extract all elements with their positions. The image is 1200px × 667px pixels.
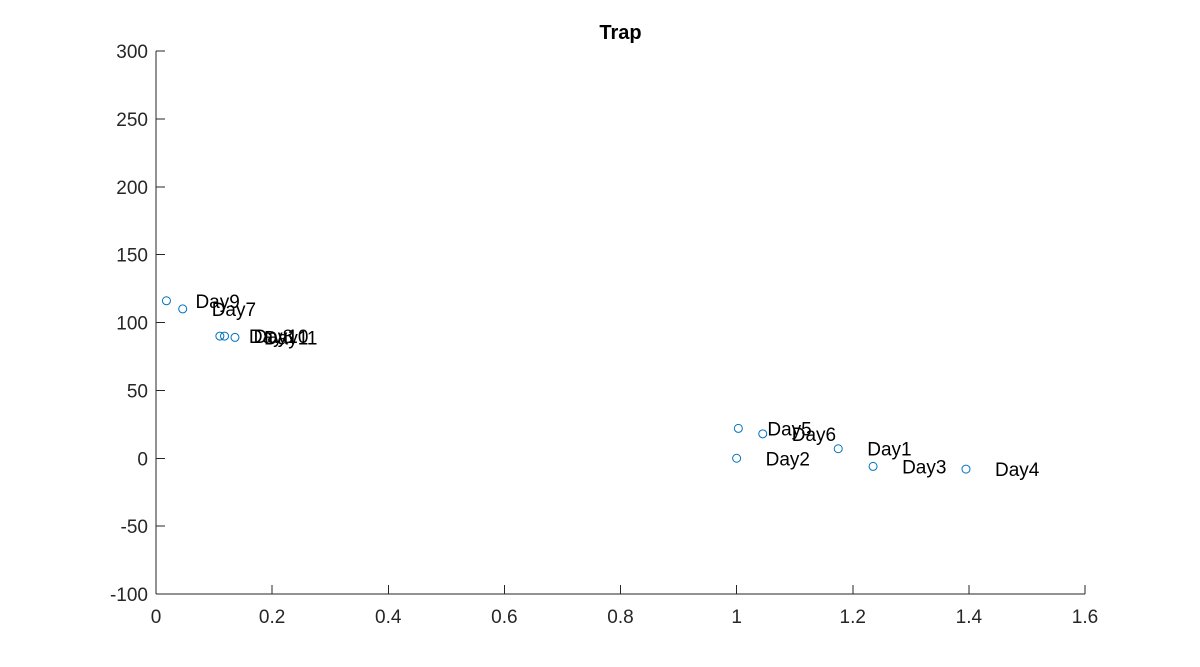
data-point-marker	[961, 464, 971, 474]
x-tick-label: 0.8	[607, 607, 633, 628]
y-tick-label: -50	[121, 517, 148, 538]
data-point-marker	[868, 461, 878, 471]
x-tick-label: 1.2	[840, 607, 866, 628]
data-point-marker	[215, 331, 225, 341]
x-tick-label: 0.6	[491, 607, 517, 628]
y-tick-label: 200	[116, 178, 148, 199]
x-tick-label: 1.4	[956, 607, 983, 628]
data-point-marker	[733, 423, 743, 433]
data-point-marker	[732, 453, 742, 463]
data-point-marker	[220, 331, 230, 341]
data-point-label: Day6	[792, 425, 836, 446]
data-points	[161, 296, 971, 474]
data-point-label: Day8	[249, 327, 293, 348]
y-tick-label: 250	[116, 110, 148, 131]
x-tick-label: 1	[731, 607, 742, 628]
y-tick-label: 100	[116, 314, 148, 335]
x-tick-label: 0	[151, 607, 162, 628]
axes	[155, 51, 1085, 595]
y-tick-label: 150	[116, 246, 148, 267]
data-point-label: Day3	[902, 457, 946, 478]
data-point-marker	[161, 296, 171, 306]
y-tick-label: 0	[137, 449, 148, 470]
y-tick-label: -100	[110, 585, 148, 606]
data-point-label: Day2	[766, 449, 810, 470]
data-point-label: Day7	[212, 300, 256, 321]
data-point-label: Day4	[995, 460, 1040, 481]
x-tick-label: 0.4	[375, 607, 402, 628]
data-point-marker	[230, 332, 240, 342]
data-point-label: Day9	[195, 292, 239, 313]
data-point-label: Day11	[264, 328, 318, 349]
y-axis-ticks: -100 -50 0 50 100 150 200 250 300	[110, 42, 165, 606]
y-tick-label: 50	[127, 381, 148, 402]
x-tick-label: 0.2	[259, 607, 285, 628]
data-point-label: Day10	[254, 327, 309, 348]
data-point-marker	[758, 429, 768, 439]
data-point-marker	[833, 444, 843, 454]
chart-title: Trap	[599, 22, 641, 44]
x-axis-ticks: 0 0.2 0.4 0.6 0.8 1 1.2 1.4 1.6	[151, 585, 1098, 628]
x-tick-label: 1.6	[1072, 607, 1098, 628]
y-tick-label: 300	[116, 42, 148, 63]
data-point-marker	[178, 304, 188, 314]
data-point-label: Day1	[867, 440, 911, 461]
data-point-label: Day5	[767, 419, 811, 440]
